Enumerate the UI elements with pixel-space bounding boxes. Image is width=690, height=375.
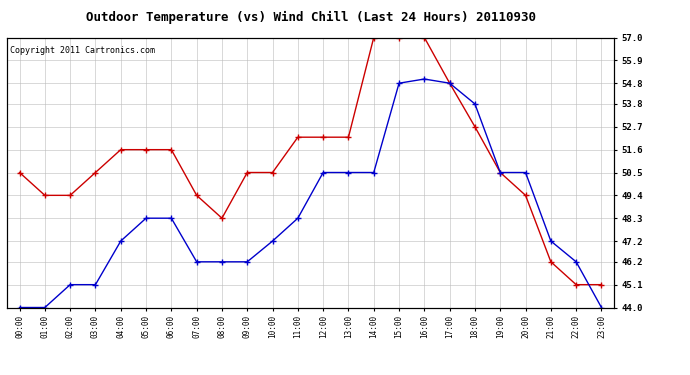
Text: Copyright 2011 Cartronics.com: Copyright 2011 Cartronics.com: [10, 46, 155, 55]
Text: Outdoor Temperature (vs) Wind Chill (Last 24 Hours) 20110930: Outdoor Temperature (vs) Wind Chill (Las…: [86, 11, 535, 24]
